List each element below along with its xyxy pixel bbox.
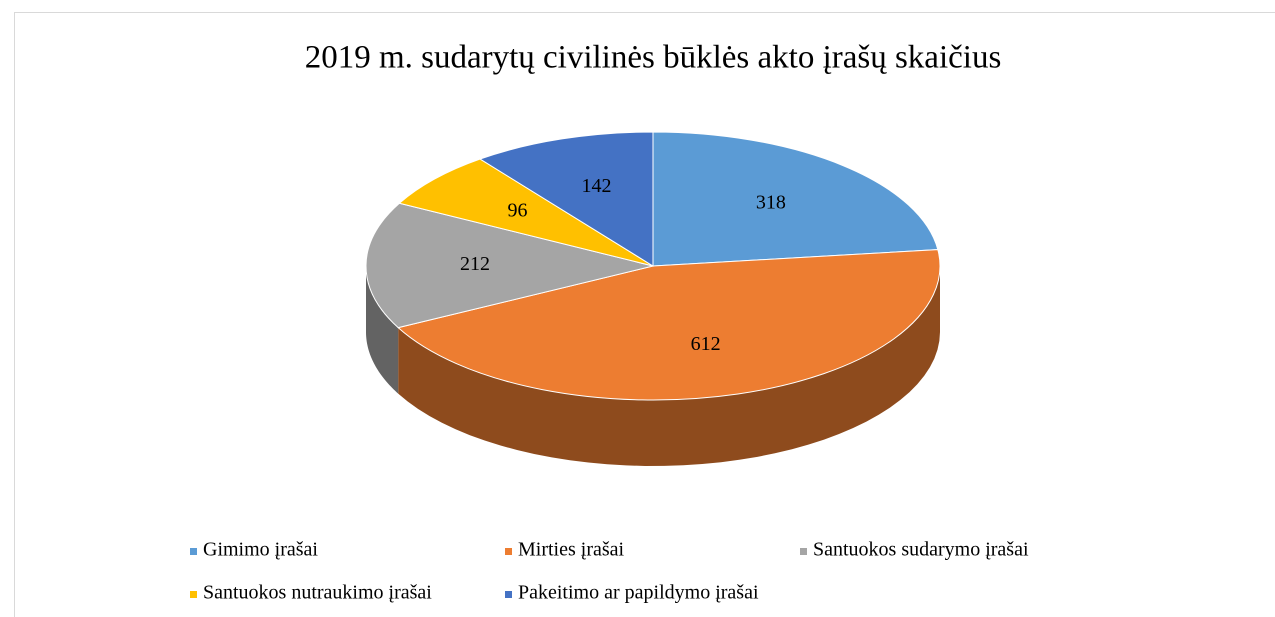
legend-label: Santuokos sudarymo įrašai — [813, 539, 1029, 561]
slice — [397, 249, 941, 401]
data-label: 142 — [581, 175, 611, 197]
legend-swatch — [190, 548, 197, 555]
slice — [398, 158, 654, 267]
slice — [365, 202, 654, 329]
legend-swatch — [505, 548, 512, 555]
legend-swatch — [505, 591, 512, 598]
legend-swatch — [800, 548, 807, 555]
legend-swatch — [190, 591, 197, 598]
data-label: 212 — [460, 253, 490, 275]
legend-label: Pakeitimo ar papildymo įrašai — [518, 582, 759, 604]
data-label: 612 — [691, 333, 721, 355]
slice — [478, 131, 654, 267]
slice — [652, 131, 939, 267]
data-label: 318 — [756, 191, 786, 213]
legend-label: Mirties įrašai — [518, 539, 625, 561]
data-label: 96 — [508, 200, 528, 222]
legend-label: Gimimo įrašai — [203, 539, 318, 561]
legend-label: Santuokos nutraukimo įrašai — [203, 582, 432, 604]
chart-title: 2019 m. sudarytų civilinės būklės akto į… — [305, 40, 1002, 76]
slice-side — [398, 266, 940, 466]
